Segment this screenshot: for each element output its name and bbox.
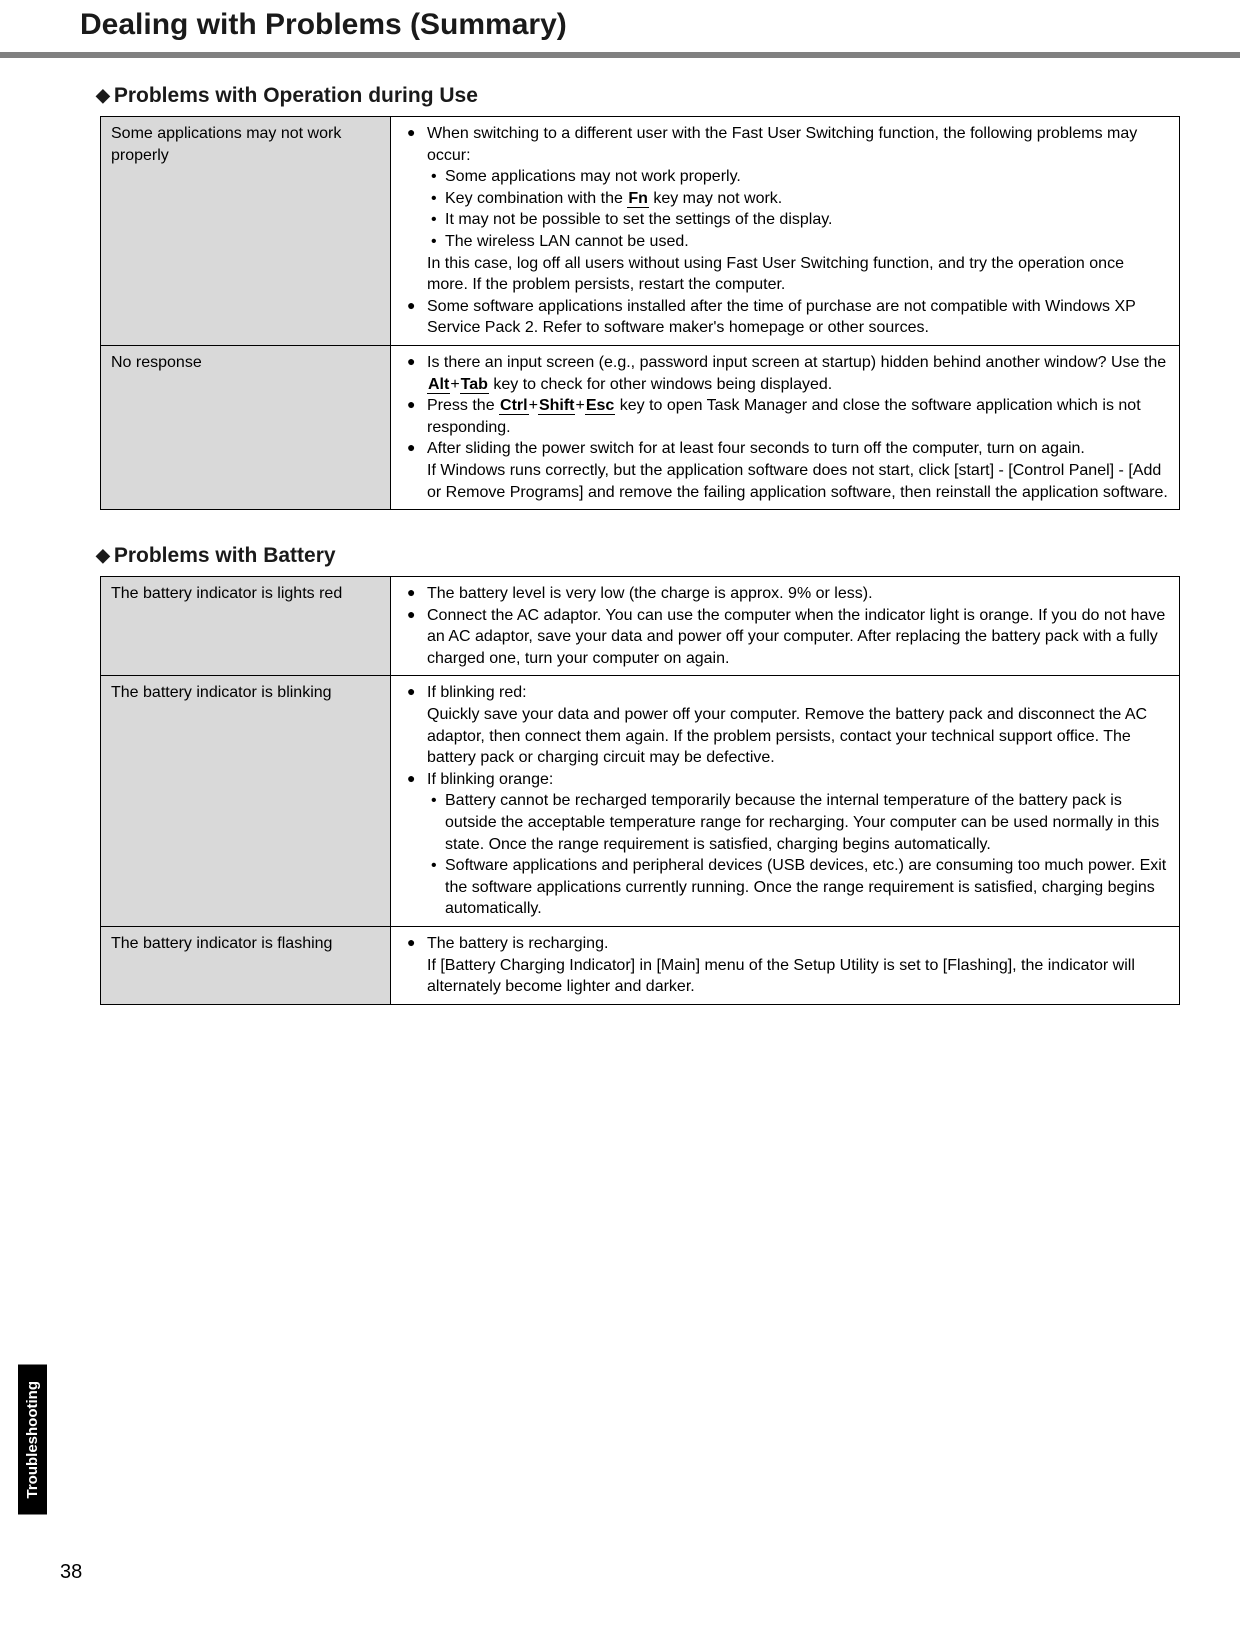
bullet-text: When switching to a different user with … xyxy=(427,125,1137,164)
section2-heading: ◆Problems with Battery xyxy=(60,538,1180,576)
sub-item: Software applications and peripheral dev… xyxy=(427,855,1169,920)
page-number: 38 xyxy=(60,1561,82,1584)
bullet-item: When switching to a different user with … xyxy=(401,123,1169,296)
bullet-item: The battery level is very low (the charg… xyxy=(401,583,1169,605)
esc-key: Esc xyxy=(585,397,615,415)
problem-cell: The battery indicator is blinking xyxy=(101,676,391,927)
solution-cell: Is there an input screen (e.g., password… xyxy=(391,345,1180,509)
bullet-item: The battery is recharging. If [Battery C… xyxy=(401,933,1169,998)
table-row: No response Is there an input screen (e.… xyxy=(101,345,1180,509)
continuation-text: In this case, log off all users without … xyxy=(427,253,1169,296)
title-divider xyxy=(0,52,1240,58)
sub-item: The wireless LAN cannot be used. xyxy=(427,231,1169,253)
bullet-text: After sliding the power switch for at le… xyxy=(427,440,1085,457)
bullet-item: If blinking orange: Battery cannot be re… xyxy=(401,769,1169,920)
bullet-text: Is there an input screen (e.g., password… xyxy=(427,354,1166,371)
fn-key: Fn xyxy=(627,190,649,208)
bullet-text: If blinking orange: xyxy=(427,771,553,788)
sub-item: Battery cannot be recharged temporarily … xyxy=(427,790,1169,855)
problem-cell: Some applications may not work properly xyxy=(101,117,391,346)
bullet-item: Some software applications installed aft… xyxy=(401,296,1169,339)
table-row: Some applications may not work properly … xyxy=(101,117,1180,346)
continuation-text: Quickly save your data and power off you… xyxy=(427,704,1169,769)
problem-cell: The battery indicator is lights red xyxy=(101,577,391,676)
section1-heading: ◆Problems with Operation during Use xyxy=(60,78,1180,116)
bullet-item: If blinking red: Quickly save your data … xyxy=(401,682,1169,768)
sub-item: Key combination with the Fn key may not … xyxy=(427,188,1169,210)
sub-text: key may not work. xyxy=(649,190,782,207)
section2-table: The battery indicator is lights red The … xyxy=(100,576,1180,1005)
bullet-text: The battery is recharging. xyxy=(427,935,608,952)
problem-cell: The battery indicator is flashing xyxy=(101,927,391,1005)
continuation-text: If [Battery Charging Indicator] in [Main… xyxy=(427,955,1169,998)
continuation-text: If Windows runs correctly, but the appli… xyxy=(427,460,1169,503)
diamond-icon: ◆ xyxy=(96,85,110,106)
side-tab: Troubleshooting xyxy=(18,1365,47,1515)
plus-text: + xyxy=(450,376,459,393)
ctrl-key: Ctrl xyxy=(499,397,529,415)
section1-heading-text: Problems with Operation during Use xyxy=(114,84,478,107)
section1-table: Some applications may not work properly … xyxy=(100,116,1180,510)
plus-text: + xyxy=(529,397,538,414)
page-title: Dealing with Problems (Summary) xyxy=(80,0,1180,52)
table-row: The battery indicator is lights red The … xyxy=(101,577,1180,676)
table-row: The battery indicator is flashing The ba… xyxy=(101,927,1180,1005)
tab-key: Tab xyxy=(460,376,489,394)
bullet-item: Connect the AC adaptor. You can use the … xyxy=(401,605,1169,670)
solution-cell: When switching to a different user with … xyxy=(391,117,1180,346)
sub-text: Key combination with the xyxy=(445,190,627,207)
table-row: The battery indicator is blinking If bli… xyxy=(101,676,1180,927)
bullet-item: Press the Ctrl+Shift+Esc key to open Tas… xyxy=(401,395,1169,438)
sub-item: Some applications may not work properly. xyxy=(427,166,1169,188)
bullet-item: Is there an input screen (e.g., password… xyxy=(401,352,1169,395)
solution-cell: The battery is recharging. If [Battery C… xyxy=(391,927,1180,1005)
bullet-text: If blinking red: xyxy=(427,684,527,701)
shift-key: Shift xyxy=(538,397,576,415)
solution-cell: The battery level is very low (the charg… xyxy=(391,577,1180,676)
problem-cell: No response xyxy=(101,345,391,509)
solution-cell: If blinking red: Quickly save your data … xyxy=(391,676,1180,927)
bullet-text: Press the xyxy=(427,397,499,414)
bullet-text: key to check for other windows being dis… xyxy=(489,376,832,393)
section2-heading-text: Problems with Battery xyxy=(114,544,336,567)
bullet-item: After sliding the power switch for at le… xyxy=(401,438,1169,503)
plus-text: + xyxy=(575,397,584,414)
alt-key: Alt xyxy=(427,376,450,394)
diamond-icon: ◆ xyxy=(96,545,110,566)
sub-item: It may not be possible to set the settin… xyxy=(427,209,1169,231)
